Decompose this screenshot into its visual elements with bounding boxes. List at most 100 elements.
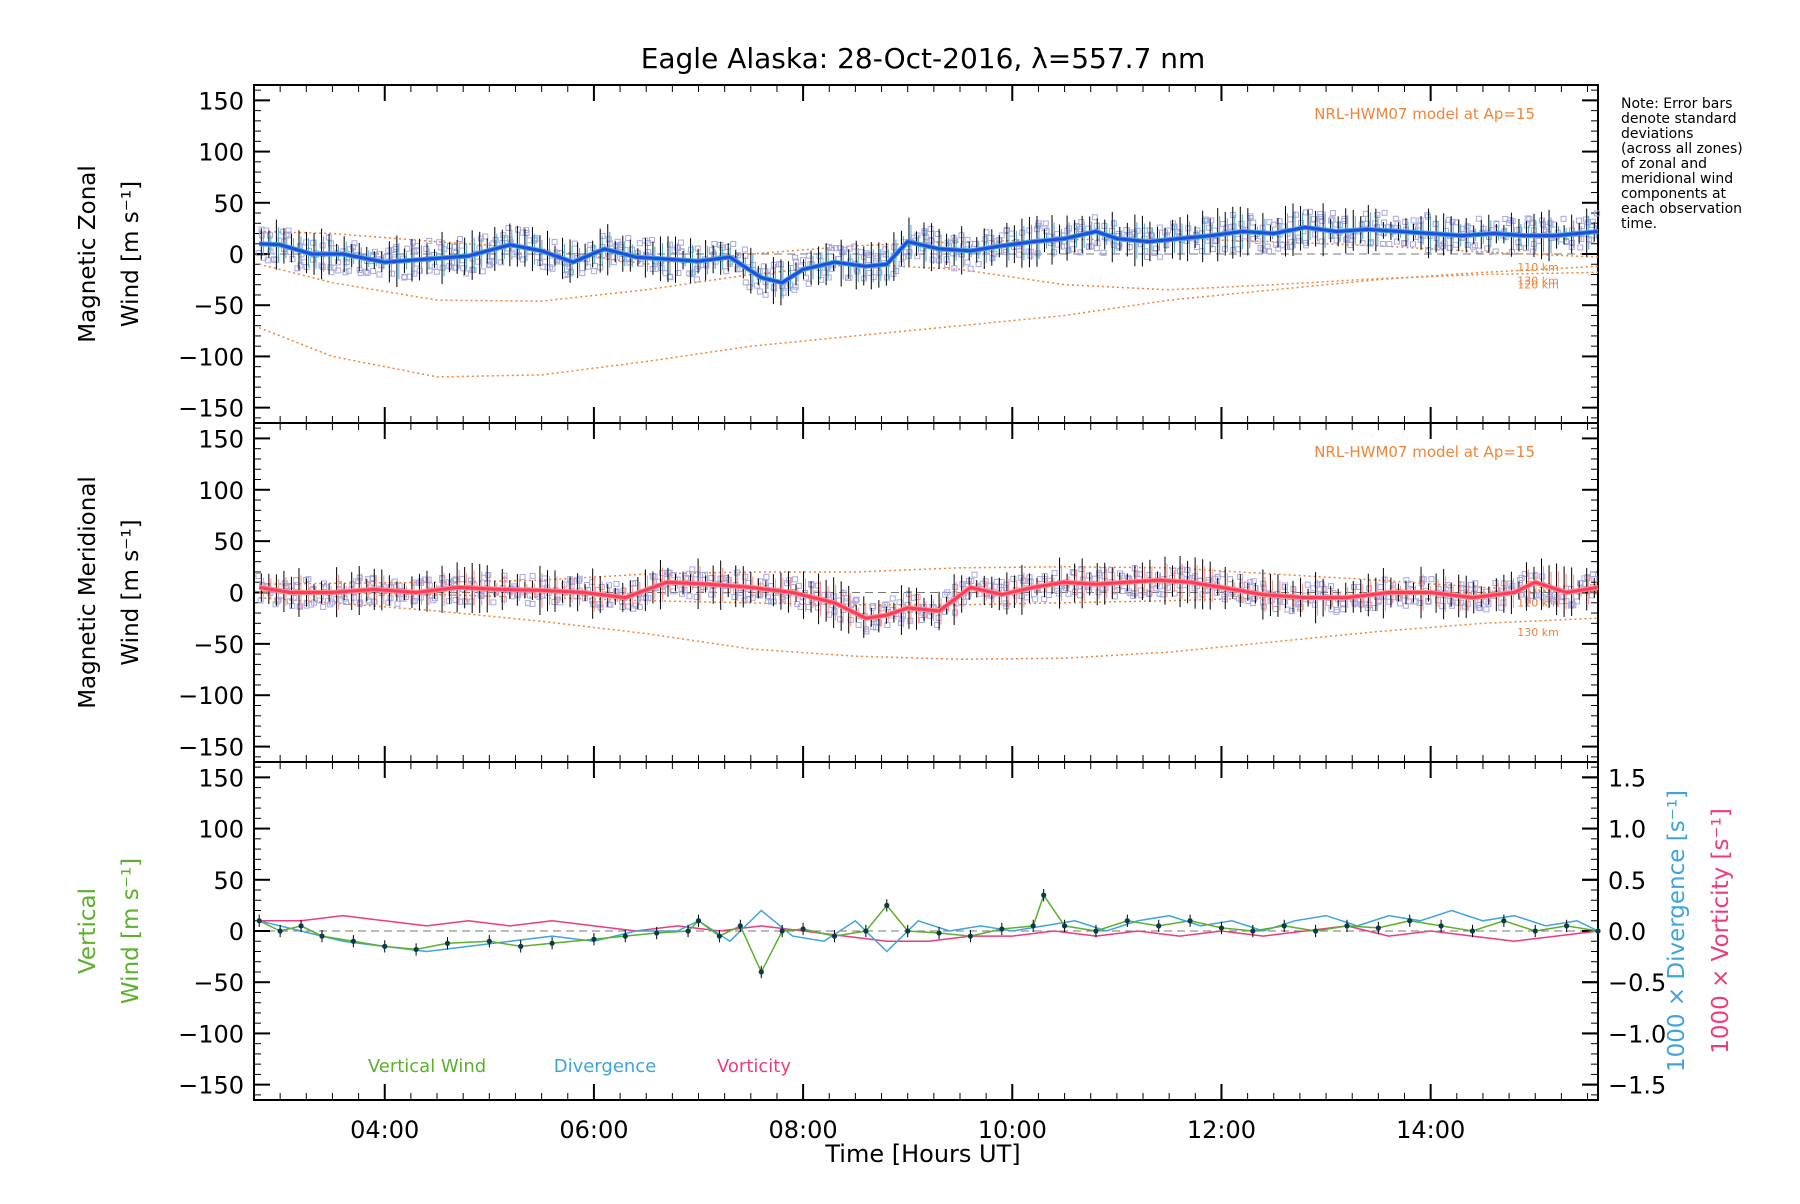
scatter-point xyxy=(1333,608,1340,615)
scatter-point xyxy=(445,598,452,605)
scatter-point xyxy=(914,232,921,239)
scatter-point xyxy=(881,602,888,609)
scatter-point xyxy=(1260,603,1267,610)
panel-vertical: 150 100 50 0 −50 −100 −150 Vertical Wind [m s⁻¹]… xyxy=(75,761,1734,1144)
scatter-point xyxy=(792,576,799,583)
scatter-point xyxy=(590,245,597,252)
vertical-wind-point xyxy=(905,928,911,934)
scatter-point xyxy=(929,256,936,263)
scatter-point xyxy=(896,599,903,606)
scatter-point xyxy=(854,268,861,275)
scatter-point xyxy=(1126,588,1133,595)
scatter-point xyxy=(788,264,795,271)
scatter-point xyxy=(498,259,505,266)
scatter-point xyxy=(1065,247,1072,254)
scatter-point xyxy=(1311,215,1318,222)
scatter-point xyxy=(1295,237,1302,244)
scatter-point xyxy=(1521,571,1528,578)
scatter-point xyxy=(289,603,296,610)
vertical-wind-point xyxy=(1250,928,1256,934)
scatter-point xyxy=(1002,600,1009,607)
vertical-wind-point xyxy=(1041,892,1047,898)
scatter-point xyxy=(837,616,844,623)
scatter-point xyxy=(613,580,620,587)
scatter-point xyxy=(754,282,761,289)
scatter-point xyxy=(423,245,430,252)
scatter-point xyxy=(1594,210,1601,217)
scatter-point xyxy=(1576,217,1583,224)
scatter-point xyxy=(1281,584,1288,591)
scatter-point xyxy=(1333,221,1340,228)
scatter-point xyxy=(1589,218,1596,225)
y-tick-label: 50 xyxy=(213,528,244,556)
scatter-point xyxy=(1123,227,1130,234)
vertical-wind-point xyxy=(350,938,356,944)
scatter-point xyxy=(1100,249,1107,256)
scatter-point xyxy=(394,600,401,607)
scatter-point xyxy=(457,236,464,243)
scatter-point xyxy=(1238,596,1245,603)
scatter-point xyxy=(1303,242,1310,249)
vertical-wind-point xyxy=(413,946,419,953)
scatter-point xyxy=(426,582,433,589)
scatter-point xyxy=(926,612,933,619)
scatter-point xyxy=(1163,242,1170,249)
scatter-point xyxy=(934,621,941,628)
scatter-point xyxy=(987,582,994,589)
scatter-point xyxy=(1209,245,1216,252)
scatter-point xyxy=(1156,590,1163,597)
scatter-point xyxy=(1366,585,1373,592)
scatter-point xyxy=(1507,217,1514,224)
y-tick-label: 150 xyxy=(198,425,244,453)
scatter-point xyxy=(1539,217,1546,224)
scatter-point xyxy=(831,607,838,614)
scatter-point xyxy=(1329,210,1336,217)
scatter-point xyxy=(1589,222,1596,229)
legend-entry-vorticity: Vorticity xyxy=(717,1056,791,1077)
scatter-point xyxy=(865,256,872,263)
scatter-point xyxy=(579,270,586,277)
scatter-point xyxy=(1547,220,1554,227)
scatter-point xyxy=(805,280,812,287)
scatter-point xyxy=(1223,224,1230,231)
vertical-wind-point xyxy=(1438,923,1444,929)
scatter-point xyxy=(1017,574,1024,581)
scatter-point xyxy=(335,259,342,266)
scatter-point xyxy=(369,575,376,582)
scatter-point xyxy=(1400,240,1407,247)
model-altitude-label: 110 km xyxy=(1517,261,1559,274)
scatter-point xyxy=(474,258,481,265)
scatter-point xyxy=(605,601,612,608)
vertical-wind-point xyxy=(884,902,890,908)
scatter-point xyxy=(364,270,371,277)
note-line: Note: Error bars xyxy=(1621,96,1732,112)
scatter-point xyxy=(490,240,497,247)
scatter-point xyxy=(689,566,696,573)
scatter-point xyxy=(831,593,838,600)
scatter-point xyxy=(792,254,799,261)
scatter-point xyxy=(519,574,526,581)
scatter-point xyxy=(1292,599,1299,606)
scatter-point xyxy=(1093,245,1100,252)
x-tick-label: 12:00 xyxy=(1187,1116,1256,1144)
scatter-point xyxy=(342,269,349,276)
scatter-point xyxy=(975,261,982,268)
scatter-point xyxy=(1492,248,1499,255)
scatter-point xyxy=(818,276,825,283)
scatter-point xyxy=(328,599,335,606)
scatter-point xyxy=(731,594,738,601)
scatter-point xyxy=(927,226,934,233)
scatter-point xyxy=(882,246,889,253)
x-tick-label: 04:00 xyxy=(350,1116,419,1144)
vertical-wind-point xyxy=(999,926,1005,932)
scatter-point xyxy=(821,269,828,276)
scatter-point xyxy=(1238,220,1245,227)
scatter-point xyxy=(1374,212,1381,219)
scatter-point xyxy=(678,248,685,255)
scatter-point xyxy=(769,268,776,275)
vertical-wind-point xyxy=(277,928,283,934)
vertical-wind-point xyxy=(382,943,388,949)
scatter-point xyxy=(967,265,974,272)
model-altitude-label: 120 km xyxy=(1517,278,1559,291)
vertical-wind-point xyxy=(831,933,838,939)
